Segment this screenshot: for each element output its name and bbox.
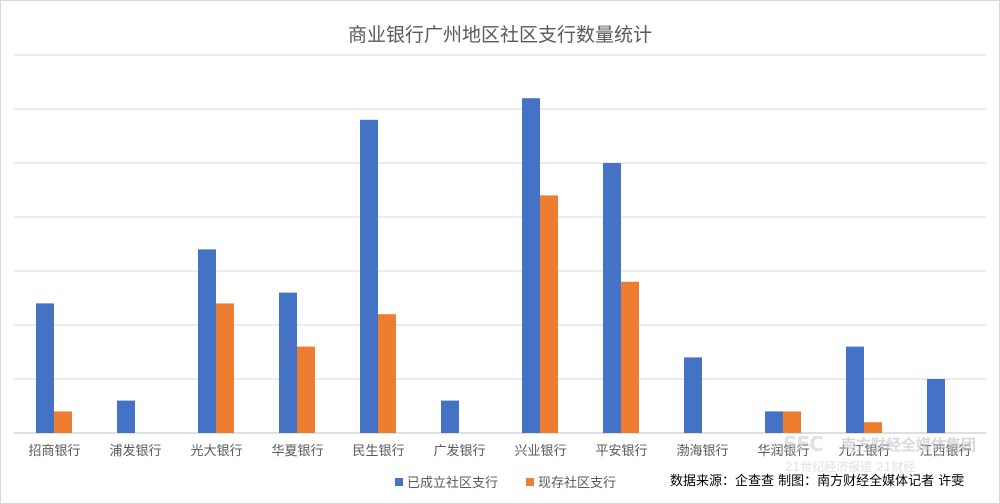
bar-existing xyxy=(864,422,882,433)
category-label: 平安银行 xyxy=(595,444,647,459)
bar-established xyxy=(603,163,621,433)
bar-established xyxy=(117,400,135,433)
bar-existing xyxy=(216,303,234,433)
legend-item-existing: 现存社区支行 xyxy=(526,472,616,491)
legend-label-established: 已成立社区支行 xyxy=(407,476,499,491)
bar-established xyxy=(279,292,297,433)
bar-existing xyxy=(54,411,72,433)
bar-established xyxy=(360,119,378,434)
legend-item-established: 已成立社区支行 xyxy=(395,472,498,491)
bar-established xyxy=(522,98,540,433)
category-label: 兴业银行 xyxy=(514,444,566,459)
bar-established xyxy=(927,379,945,433)
legend-swatch-orange xyxy=(526,477,535,486)
chart-title: 商业银行广州地区社区支行数量统计 xyxy=(347,24,652,46)
legend-swatch-blue xyxy=(395,477,403,486)
category-label: 华夏银行 xyxy=(271,444,323,459)
bar-established xyxy=(684,357,702,433)
category-label: 民生银行 xyxy=(352,444,404,459)
category-label: 华润银行 xyxy=(757,444,809,459)
source-note: 数据来源：企查查 制图：南方财经全媒体记者 许雯 xyxy=(670,474,965,489)
category-label: 渤海银行 xyxy=(676,443,728,459)
bar-existing xyxy=(621,281,639,433)
bar-existing xyxy=(783,411,801,433)
category-label: 江西银行 xyxy=(919,444,971,459)
bar-established xyxy=(36,303,54,433)
legend-label-existing: 现存社区支行 xyxy=(538,476,617,491)
category-label: 九江银行 xyxy=(838,444,890,459)
category-labels: 招商银行 浦发银行 光大银行 华夏银行 民生银行 广发银行 兴业银行 平安银行 渤海银行 华润银行… xyxy=(28,443,971,459)
bar-established xyxy=(846,346,864,433)
gridlines xyxy=(14,54,986,434)
category-label: 浦发银行 xyxy=(109,443,161,459)
bar-established xyxy=(765,411,783,433)
legend: 已成立社区支行 现存社区支行 xyxy=(395,472,616,491)
category-label: 招商银行 xyxy=(28,444,80,459)
bar-existing xyxy=(540,195,558,433)
bar-established xyxy=(441,400,459,433)
category-label: 广发银行 xyxy=(433,443,485,459)
bar-existing xyxy=(297,346,315,433)
bars xyxy=(36,98,945,434)
bar-established xyxy=(198,249,216,433)
bar-existing xyxy=(378,314,396,433)
category-label: 光大银行 xyxy=(190,444,242,459)
